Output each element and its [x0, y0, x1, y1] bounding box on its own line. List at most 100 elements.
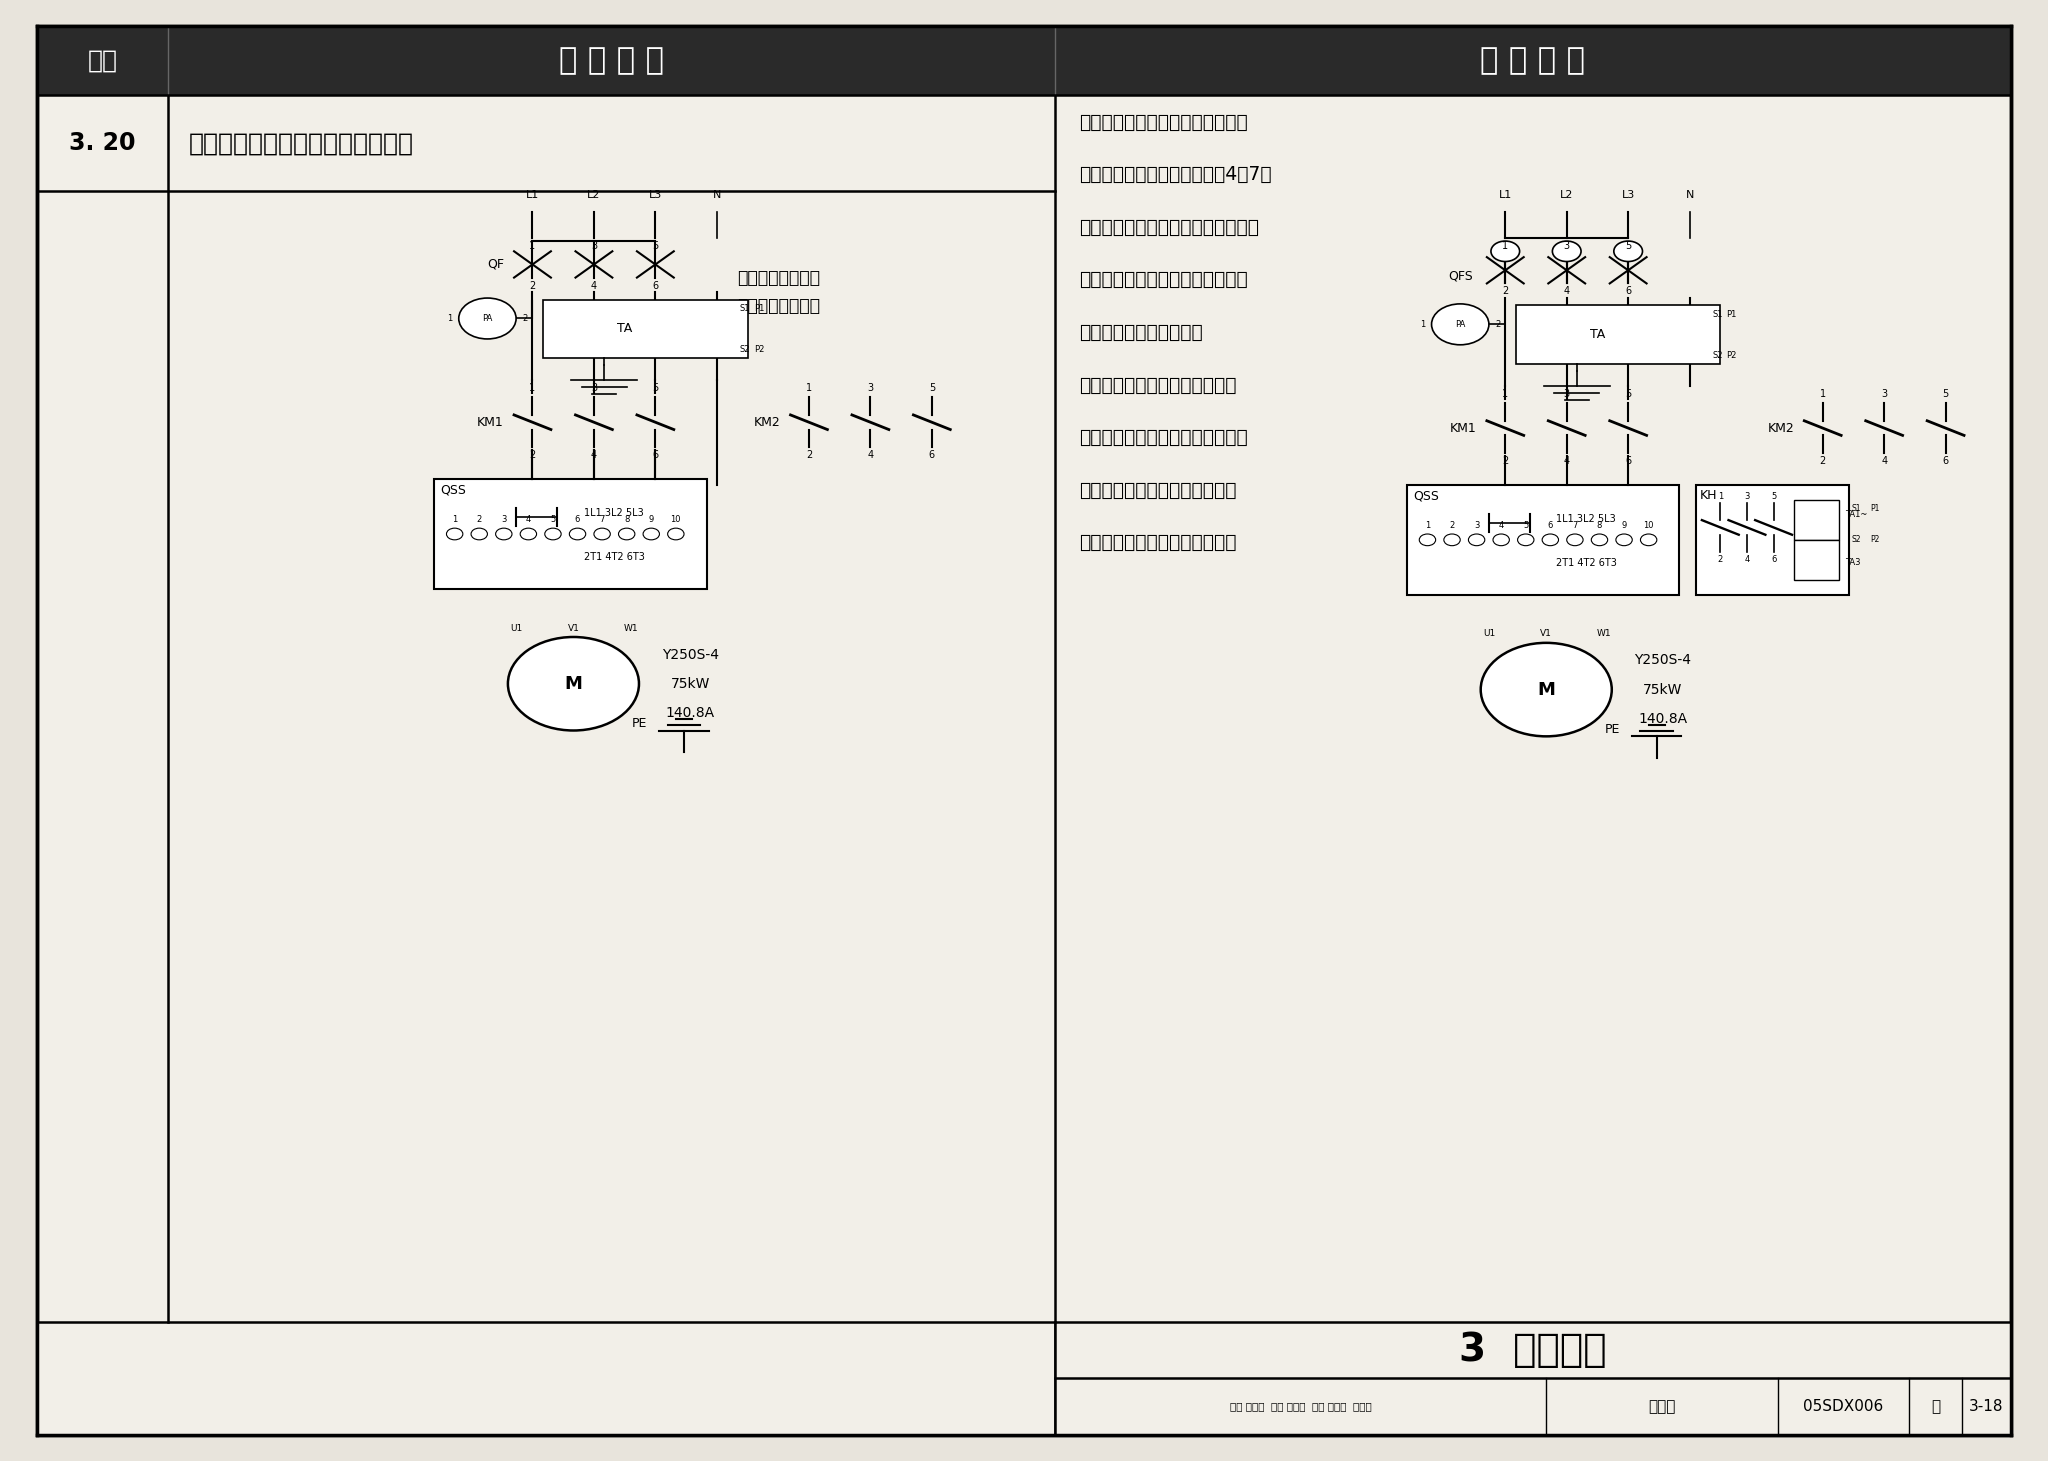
- Text: 6: 6: [1626, 456, 1630, 466]
- Text: 2: 2: [1495, 320, 1501, 329]
- Text: 2: 2: [1718, 555, 1722, 564]
- Bar: [1794, 500, 1839, 541]
- Circle shape: [1640, 535, 1657, 546]
- Text: 4: 4: [868, 450, 872, 460]
- Text: W1: W1: [1595, 630, 1612, 638]
- Text: 6: 6: [653, 281, 657, 291]
- Text: L2: L2: [1561, 190, 1573, 200]
- Text: 6: 6: [1772, 555, 1776, 564]
- Text: 8: 8: [1597, 520, 1602, 530]
- Text: 1: 1: [807, 383, 811, 393]
- Circle shape: [1444, 535, 1460, 546]
- Text: KM1: KM1: [477, 416, 504, 428]
- Text: 改 进 措 施: 改 进 措 施: [1481, 47, 1585, 75]
- Circle shape: [668, 529, 684, 541]
- Circle shape: [1552, 241, 1581, 262]
- Text: 终端电路采用塑壳断路器保护线: 终端电路采用塑壳断路器保护线: [1079, 112, 1247, 131]
- Text: N: N: [713, 190, 721, 200]
- Circle shape: [569, 529, 586, 541]
- Text: 5: 5: [1624, 389, 1632, 399]
- Text: 长期运行的电动机，启动完成: 长期运行的电动机，启动完成: [1079, 375, 1237, 394]
- Text: Y250S-4: Y250S-4: [1634, 653, 1692, 668]
- Text: 4: 4: [592, 450, 596, 460]
- Text: 3: 3: [1745, 492, 1749, 501]
- Text: L2: L2: [588, 190, 600, 200]
- Text: 10: 10: [1642, 520, 1655, 530]
- Text: L1: L1: [526, 190, 539, 200]
- Text: TA1~: TA1~: [1845, 510, 1868, 519]
- Text: 4: 4: [592, 281, 596, 291]
- Text: KM2: KM2: [1767, 422, 1794, 434]
- Text: 均符合要求。但不能有效地保护半导: 均符合要求。但不能有效地保护半导: [1079, 218, 1260, 237]
- Text: 5: 5: [928, 383, 936, 393]
- Text: 75kW: 75kW: [670, 676, 711, 691]
- Text: 3: 3: [502, 514, 506, 524]
- Text: 1: 1: [530, 383, 535, 393]
- Text: 1: 1: [1821, 389, 1825, 399]
- Text: 3. 20: 3. 20: [70, 131, 135, 155]
- Text: 5: 5: [1772, 492, 1776, 501]
- Circle shape: [496, 529, 512, 541]
- Text: 3: 3: [1565, 389, 1569, 399]
- Text: 140.8A: 140.8A: [1638, 712, 1688, 726]
- Text: 2T1 4T2 6T3: 2T1 4T2 6T3: [584, 552, 645, 562]
- Text: 9: 9: [1622, 520, 1626, 530]
- Text: U1: U1: [1483, 630, 1495, 638]
- Text: 7: 7: [600, 514, 604, 524]
- Text: QF: QF: [487, 259, 504, 270]
- Circle shape: [594, 529, 610, 541]
- Text: 2: 2: [522, 314, 528, 323]
- Text: 5: 5: [651, 383, 659, 393]
- Text: 4: 4: [1565, 456, 1569, 466]
- Text: 旁通回路内增加过载保护器件。: 旁通回路内增加过载保护器件。: [1079, 533, 1237, 552]
- Text: 4: 4: [526, 514, 530, 524]
- Circle shape: [643, 529, 659, 541]
- Text: P1: P1: [1870, 504, 1880, 513]
- Text: S2: S2: [739, 345, 750, 354]
- Text: 页: 页: [1931, 1400, 1939, 1414]
- Text: 5: 5: [1624, 241, 1632, 251]
- Circle shape: [1468, 535, 1485, 546]
- Text: S1: S1: [1851, 504, 1862, 513]
- Text: 2: 2: [805, 450, 813, 460]
- Text: 1L1 3L2 5L3: 1L1 3L2 5L3: [1556, 514, 1616, 524]
- Text: 4: 4: [1565, 286, 1569, 297]
- Text: P1: P1: [754, 304, 764, 313]
- Text: Y250S-4: Y250S-4: [662, 647, 719, 662]
- Bar: [543, 300, 748, 358]
- Text: 140.8A: 140.8A: [666, 706, 715, 720]
- Text: 6: 6: [1626, 286, 1630, 297]
- Text: 1: 1: [1503, 389, 1507, 399]
- Text: 序号: 序号: [88, 48, 117, 73]
- Text: 1: 1: [446, 314, 453, 323]
- Circle shape: [1542, 535, 1559, 546]
- Text: V1: V1: [1540, 630, 1552, 638]
- Text: 75kW: 75kW: [1642, 682, 1683, 697]
- Text: M: M: [565, 675, 582, 693]
- Text: N: N: [1686, 190, 1694, 200]
- Text: 2: 2: [1501, 286, 1509, 297]
- Text: 常 见 问 题: 常 见 问 题: [559, 47, 664, 75]
- Text: 1: 1: [1425, 520, 1430, 530]
- Text: V1: V1: [567, 624, 580, 633]
- Circle shape: [1481, 643, 1612, 736]
- Circle shape: [1432, 304, 1489, 345]
- Text: TA: TA: [1589, 329, 1606, 340]
- Text: U1: U1: [510, 624, 522, 633]
- Text: 3: 3: [1882, 389, 1886, 399]
- Text: 6: 6: [930, 450, 934, 460]
- Text: 3: 3: [592, 383, 596, 393]
- Text: 6: 6: [575, 514, 580, 524]
- Text: 1: 1: [530, 241, 535, 251]
- Text: 1: 1: [453, 514, 457, 524]
- Text: 后，软启动器旁路接触器闭合（软: 后，软启动器旁路接触器闭合（软: [1079, 428, 1247, 447]
- Text: 4: 4: [1745, 555, 1749, 564]
- Text: 4: 4: [1499, 520, 1503, 530]
- Circle shape: [1614, 241, 1642, 262]
- Bar: [1055, 1322, 2011, 1435]
- Text: 终端电路采用塑壳
断路器保护线路。: 终端电路采用塑壳 断路器保护线路。: [737, 269, 819, 316]
- Text: QFS: QFS: [1448, 270, 1473, 282]
- Text: TA: TA: [616, 323, 633, 335]
- Text: 8: 8: [625, 514, 629, 524]
- Text: 10: 10: [670, 514, 682, 524]
